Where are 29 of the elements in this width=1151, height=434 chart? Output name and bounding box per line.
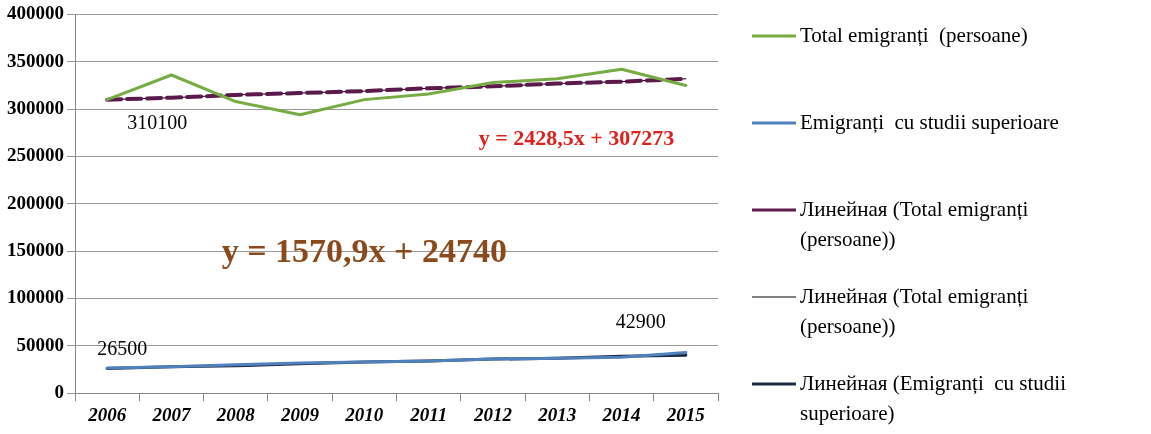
annotation: y = 1570,9x + 24740	[221, 231, 507, 269]
data-label: 42900	[615, 309, 666, 332]
x-tick-label: 2009	[280, 403, 320, 425]
x-tick-label: 2012	[472, 403, 513, 425]
y-tick-label: 150000	[7, 239, 64, 261]
legend-label: Total emigranți (persoane)	[800, 22, 1028, 47]
y-tick-label: 200000	[7, 191, 64, 213]
x-tick-label: 2011	[409, 403, 448, 425]
data-label: 310100	[127, 110, 188, 133]
y-tick-label: 100000	[7, 286, 64, 308]
data-label: 26500	[97, 337, 148, 360]
legend-label: Emigranți cu studii superioare	[800, 109, 1059, 134]
x-tick-label: 2006	[87, 403, 127, 425]
x-tick-label: 2014	[601, 403, 641, 425]
y-tick-label: 250000	[7, 144, 64, 166]
y-tick-label: 0	[54, 381, 64, 403]
x-tick-label: 2008	[215, 403, 256, 425]
y-tick-label: 50000	[16, 333, 64, 355]
x-tick-label: 2010	[344, 403, 384, 425]
y-tick-label: 300000	[7, 97, 64, 119]
x-tick-label: 2015	[665, 403, 706, 425]
legend-label: Линейная (Total emigranți (persoane))	[800, 283, 1029, 338]
legend-label: Линейная (Emigranți cu studii superioare)	[800, 370, 1067, 425]
x-tick-label: 2013	[537, 403, 577, 425]
y-tick-label: 400000	[7, 2, 64, 24]
x-tick-label: 2007	[151, 403, 192, 425]
legend-label: Линейная (Total emigranți (persoane))	[800, 196, 1029, 251]
annotation: y = 2428,5x + 307273	[478, 125, 675, 151]
y-tick-label: 350000	[7, 49, 64, 71]
